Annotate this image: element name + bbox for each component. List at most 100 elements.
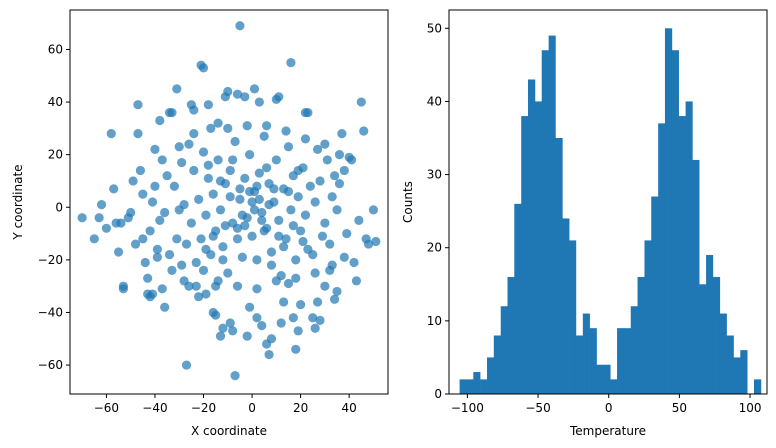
scatter-point-72 (308, 313, 318, 323)
scatter-point-68 (293, 326, 303, 336)
scatter-point-9 (118, 281, 129, 291)
scatter-point-115 (181, 239, 192, 249)
scatter-point-172 (332, 205, 342, 215)
scatter-point-142 (247, 231, 257, 241)
histogram-bar-18 (582, 313, 590, 394)
scatter-y-ticks: −60 −40 −20 0 20 40 60 (38, 42, 70, 372)
histogram-bar-43 (753, 379, 762, 394)
scatter-point-24 (167, 107, 177, 118)
scatter-point-87 (359, 126, 369, 136)
scatter-point-198 (334, 150, 345, 160)
scatter-point-61 (274, 92, 284, 102)
scatter-point-174 (130, 239, 141, 249)
scatter-point-1 (89, 234, 99, 244)
scatter-point-62 (276, 318, 286, 328)
scatter-point-110 (167, 265, 177, 275)
scatter-point-161 (293, 192, 303, 202)
scatter-point-169 (320, 218, 330, 228)
scatter-point-66 (288, 313, 298, 323)
histogram-x-ticks: −100 −50 0 50 100 (451, 394, 761, 415)
scatter-point-109 (162, 171, 172, 181)
scatter-point-150 (266, 247, 277, 257)
scatter-point-89 (363, 239, 374, 249)
histogram-bar-8 (514, 203, 522, 394)
scatter-point-39 (211, 310, 221, 320)
scatter-point-18 (150, 181, 160, 191)
scatter-point-144 (252, 255, 262, 265)
scatter-point-104 (145, 226, 155, 236)
scatter-point-173 (126, 207, 136, 218)
scatter-point-54 (252, 313, 262, 323)
scatter-point-31 (189, 105, 199, 115)
scatter-point-37 (203, 100, 213, 110)
histogram-y-ticks: 0 10 20 30 40 50 (427, 21, 449, 401)
scatter-point-103 (140, 257, 150, 268)
scatter-point-22 (160, 302, 170, 312)
histogram-bar-33 (685, 101, 693, 394)
histogram-bar-19 (589, 328, 597, 394)
scatter-point-124 (203, 173, 213, 183)
scatter-point-112 (172, 234, 182, 244)
histogram-bar-22 (610, 379, 618, 394)
histogram-bar-28 (651, 196, 659, 394)
histogram-y-tick-label-3: 30 (427, 168, 442, 182)
histogram-bar-32 (678, 116, 686, 395)
scatter-point-85 (351, 276, 362, 286)
scatter-point-48 (232, 89, 243, 99)
histogram-bar-39 (726, 335, 734, 394)
scatter-point-141 (245, 150, 255, 160)
histogram-bar-9 (521, 116, 529, 395)
scatter-point-64 (283, 278, 294, 289)
scatter-point-178 (155, 215, 165, 226)
scatter-point-7 (116, 218, 126, 228)
histogram-bar-1 (466, 379, 474, 394)
histogram-y-tick-label-4: 40 (427, 94, 442, 108)
histogram-x-tick-label-1: −50 (525, 401, 550, 415)
scatter-point-75 (315, 315, 325, 325)
scatter-point-65 (286, 58, 296, 68)
scatter-point-17 (147, 289, 158, 299)
scatter-point-63 (279, 297, 289, 307)
scatter-point-175 (138, 189, 148, 199)
scatter-point-190 (262, 121, 272, 131)
histogram-y-tick-label-1: 10 (427, 314, 442, 328)
scatter-point-32 (191, 281, 201, 291)
scatter-point-183 (198, 265, 209, 275)
scatter-x-tick-label-1: −40 (142, 401, 167, 415)
histogram-bar-0 (459, 379, 467, 394)
scatter-point-204 (257, 215, 267, 226)
scatter-point-42 (218, 323, 228, 333)
scatter-point-80 (337, 129, 347, 139)
scatter-point-209 (211, 281, 221, 291)
histogram-bar-13 (548, 35, 556, 394)
scatter-point-196 (320, 139, 330, 149)
histogram-bar-17 (575, 335, 584, 394)
scatter-point-97 (317, 231, 328, 241)
histogram-bar-2 (473, 372, 481, 394)
scatter-point-146 (257, 207, 267, 218)
histogram-bar-24 (623, 328, 632, 394)
scatter-point-177 (150, 144, 160, 154)
scatter-points (77, 21, 381, 381)
scatter-point-4 (109, 184, 119, 194)
scatter-point-225 (288, 221, 298, 231)
scatter-y-tick-label-2: −20 (38, 253, 63, 267)
scatter-point-21 (157, 284, 167, 294)
histogram-axes-frame (448, 9, 768, 395)
scatter-x-label: X coordinate (191, 424, 267, 438)
scatter-point-187 (232, 281, 243, 291)
histogram-bar-15 (562, 218, 570, 394)
scatter-point-226 (203, 160, 213, 170)
scatter-point-199 (342, 228, 352, 239)
scatter-point-83 (346, 155, 357, 165)
histogram-bar-3 (480, 379, 488, 394)
scatter-y-tick-label-5: 40 (48, 95, 63, 109)
histogram-bar-21 (603, 364, 611, 394)
scatter-point-120 (194, 194, 204, 204)
scatter-x-ticks: −60 −40 −20 0 20 40 (94, 394, 357, 415)
scatter-point-180 (174, 205, 184, 215)
scatter-point-135 (230, 136, 240, 147)
scatter-point-153 (274, 215, 284, 226)
scatter-point-223 (283, 186, 294, 197)
